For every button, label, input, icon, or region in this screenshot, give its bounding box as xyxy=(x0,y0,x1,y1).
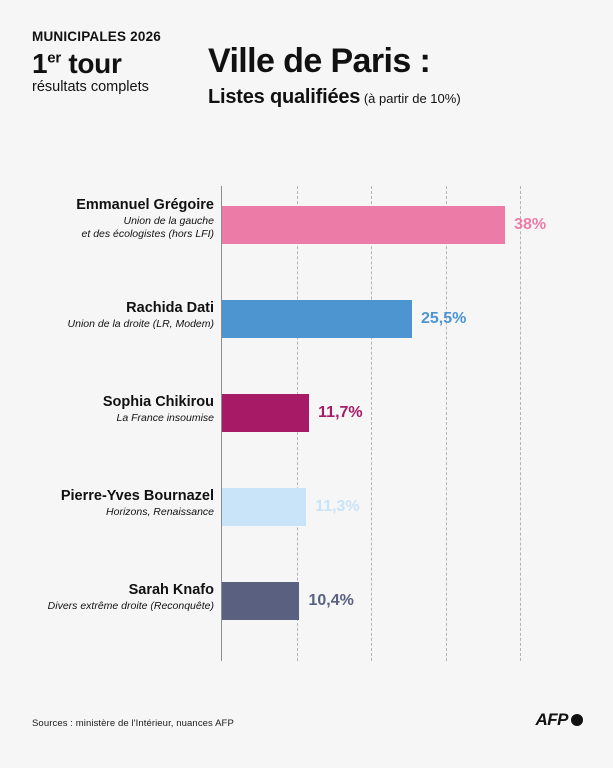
kicker: MUNICIPALES 2026 xyxy=(32,29,192,45)
afp-logo: AFP xyxy=(535,710,583,730)
party-name: Union de la droite (LR, Modem) xyxy=(67,318,214,331)
bar-label: Rachida Dati Union de la droite (LR, Mode… xyxy=(12,300,222,331)
gridline-20 xyxy=(371,186,372,661)
round-word: tour xyxy=(60,47,122,79)
round-title: 1er tour xyxy=(32,49,192,78)
sources-note: Sources : ministère de l'Intérieur, nuan… xyxy=(32,718,234,729)
bar-row: Sarah Knafo Divers extrême droite (Reconq… xyxy=(0,582,613,620)
bar-label: Pierre-Yves Bournazel Horizons, Renaissan… xyxy=(12,488,222,519)
round-subtitle: résultats complets xyxy=(32,79,149,96)
bar-label: Sarah Knafo Divers extrême droite (Reconq… xyxy=(12,582,222,613)
party-name: Divers extrême droite (Reconquête) xyxy=(47,600,214,613)
candidate-name: Sarah Knafo xyxy=(128,582,214,598)
page-title: Ville de Paris : xyxy=(208,42,431,80)
bar xyxy=(222,488,307,526)
header-right-block: Ville de Paris : Listes qualifiées (à pa… xyxy=(208,44,461,107)
bar-row: Pierre-Yves Bournazel Horizons, Renaissan… xyxy=(0,488,613,526)
subtitle-note: (à partir de 10%) xyxy=(360,91,461,106)
round-ordinal-suffix: er xyxy=(47,49,61,67)
afp-logo-text: AFP xyxy=(535,710,569,729)
bar-row: Sophia Chikirou La France insoumise 11,7% xyxy=(0,394,613,432)
bar-chart: Emmanuel Grégoire Union de la gauche et de… xyxy=(0,150,613,680)
y-axis-line xyxy=(221,186,223,661)
candidate-name: Emmanuel Grégoire xyxy=(76,197,214,213)
kicker-label: MUNICIPALES xyxy=(32,29,131,44)
candidate-name: Sophia Chikirou xyxy=(102,394,214,410)
bar-label: Sophia Chikirou La France insoumise xyxy=(12,394,222,425)
bar-value-label: 25,5% xyxy=(420,310,467,327)
bar xyxy=(222,300,412,338)
bar-value-label: 11,3% xyxy=(315,498,360,515)
bar xyxy=(222,206,506,244)
footer: Sources : ministère de l'Intérieur, nuan… xyxy=(0,696,613,768)
party-name: La France insoumise xyxy=(116,412,214,425)
bar-value-label: 38% xyxy=(514,216,547,233)
afp-logo-dot-icon xyxy=(571,714,583,726)
bar xyxy=(222,582,300,620)
bar-value-label: 11,7% xyxy=(318,404,363,421)
bar-value-label: 10,4% xyxy=(308,592,354,609)
bar xyxy=(222,394,310,432)
page-subtitle: Listes qualifiées (à partir de 10%) xyxy=(208,87,461,107)
subtitle-main: Listes qualifiées xyxy=(208,86,361,108)
party-name: Union de la gauche et des écologistes (ho… xyxy=(81,215,214,240)
party-name: Horizons, Renaissance xyxy=(106,506,214,519)
bar-row: Emmanuel Grégoire Union de la gauche et de… xyxy=(0,197,613,244)
header: MUNICIPALES 2026 1er tour résultats comp… xyxy=(0,0,613,150)
gridline-30 xyxy=(445,186,447,661)
candidate-name: Rachida Dati xyxy=(126,300,214,316)
gridline-40 xyxy=(520,186,521,661)
bar-label: Emmanuel Grégoire Union de la gauche et de… xyxy=(12,197,222,240)
round-number: 1 xyxy=(32,47,48,79)
kicker-year: 2026 xyxy=(130,29,161,44)
header-left-block: MUNICIPALES 2026 1er tour résultats comp… xyxy=(32,29,192,96)
candidate-name: Pierre-Yves Bournazel xyxy=(60,488,214,504)
bar-row: Rachida Dati Union de la droite (LR, Mode… xyxy=(0,300,613,338)
